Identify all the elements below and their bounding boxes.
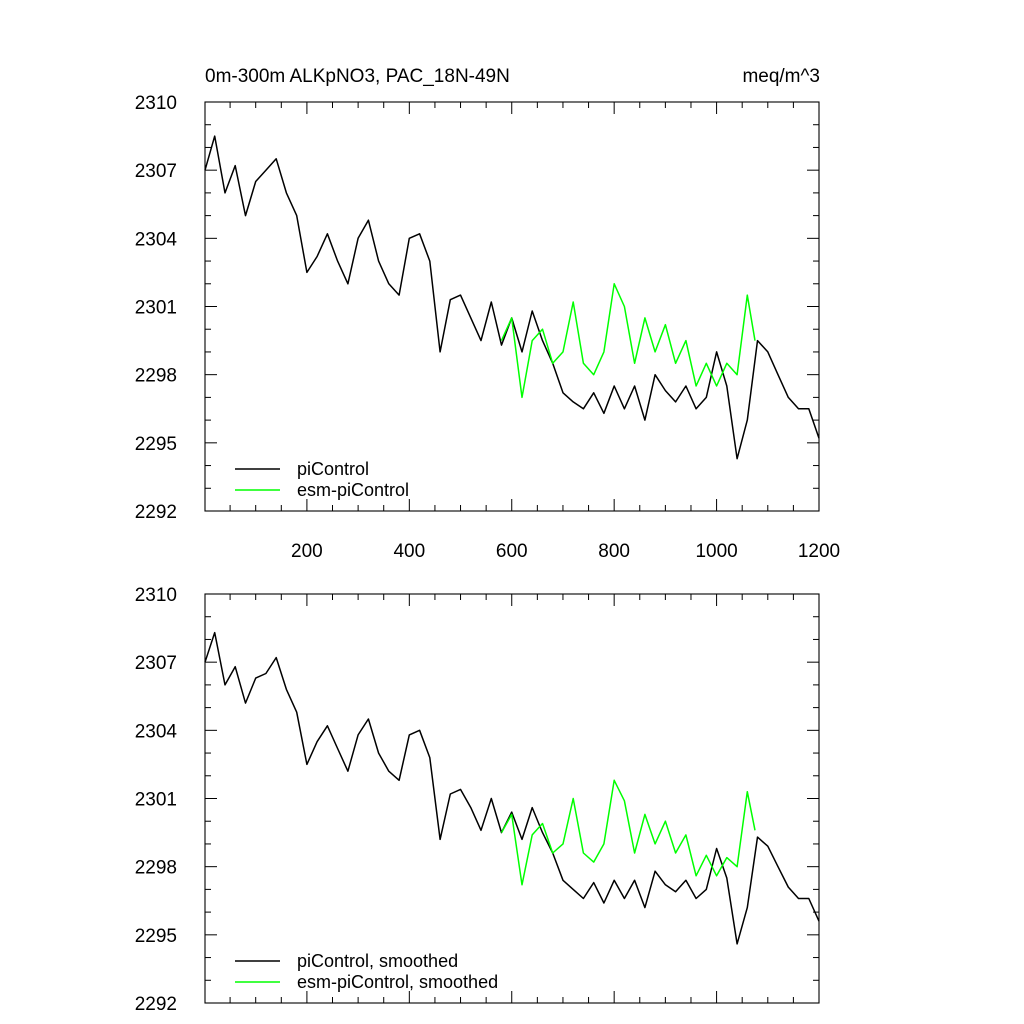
series-line-picontrol (204, 135, 820, 460)
y-tick-label: 2301 (135, 790, 177, 811)
x-tick-label: 600 (496, 541, 528, 562)
x-tick-label: 200 (291, 541, 323, 562)
legend-label-esm-picontrol-smoothed: esm-piControl, smoothed (297, 972, 498, 992)
y-tick-label: 2295 (135, 434, 177, 455)
bottom-panel: 2292 2295 2298 2301 2304 2307 2310 piControl, … (135, 585, 820, 1015)
x-tick-label: 800 (598, 541, 630, 562)
y-tick-label: 2292 (135, 502, 177, 523)
series-line-esm-picontrol-smoothed (500, 779, 756, 886)
top-panel: 0m-300m ALKpNO3, PAC_18N-49N meq/m^3 229… (135, 66, 840, 562)
legend-label-picontrol-smoothed: piControl, smoothed (297, 951, 458, 971)
y-tick-label: 2301 (135, 298, 177, 319)
series-line-esm-picontrol (500, 283, 756, 399)
legend-label-esm-picontrol: esm-piControl (297, 480, 409, 500)
y-tick-label: 2307 (135, 161, 177, 182)
y-tick-label: 2292 (135, 994, 177, 1015)
x-tick-label: 1200 (798, 541, 840, 562)
bottom-panel-series (204, 631, 820, 945)
top-panel-ticks: 2292 2295 2298 2301 2304 2307 2310 200 400 600 800… (135, 93, 840, 562)
y-tick-label: 2298 (135, 858, 177, 879)
y-tick-label: 2310 (135, 585, 177, 606)
chart-title: 0m-300m ALKpNO3, PAC_18N-49N (205, 66, 510, 87)
bottom-panel-legend: piControl, smoothed esm-piControl, smoot… (235, 951, 498, 992)
bottom-panel-plot-frame (204, 593, 820, 1004)
top-panel-series (204, 135, 820, 460)
y-tick-label: 2304 (135, 721, 178, 742)
y-tick-label: 2295 (135, 926, 177, 947)
bottom-panel-ticks: 2292 2295 2298 2301 2304 2307 2310 (135, 585, 820, 1015)
legend-label-picontrol: piControl (297, 459, 369, 479)
series-line-picontrol-smoothed (204, 631, 820, 945)
top-panel-legend: piControl esm-piControl (235, 459, 409, 500)
y-tick-label: 2307 (135, 653, 177, 674)
chart-units: meq/m^3 (742, 66, 820, 87)
x-tick-label: 400 (393, 541, 425, 562)
y-tick-label: 2298 (135, 366, 177, 387)
y-tick-label: 2310 (135, 93, 177, 114)
y-tick-label: 2304 (135, 229, 178, 250)
x-tick-label: 1000 (695, 541, 737, 562)
top-panel-plot-frame (204, 101, 820, 512)
